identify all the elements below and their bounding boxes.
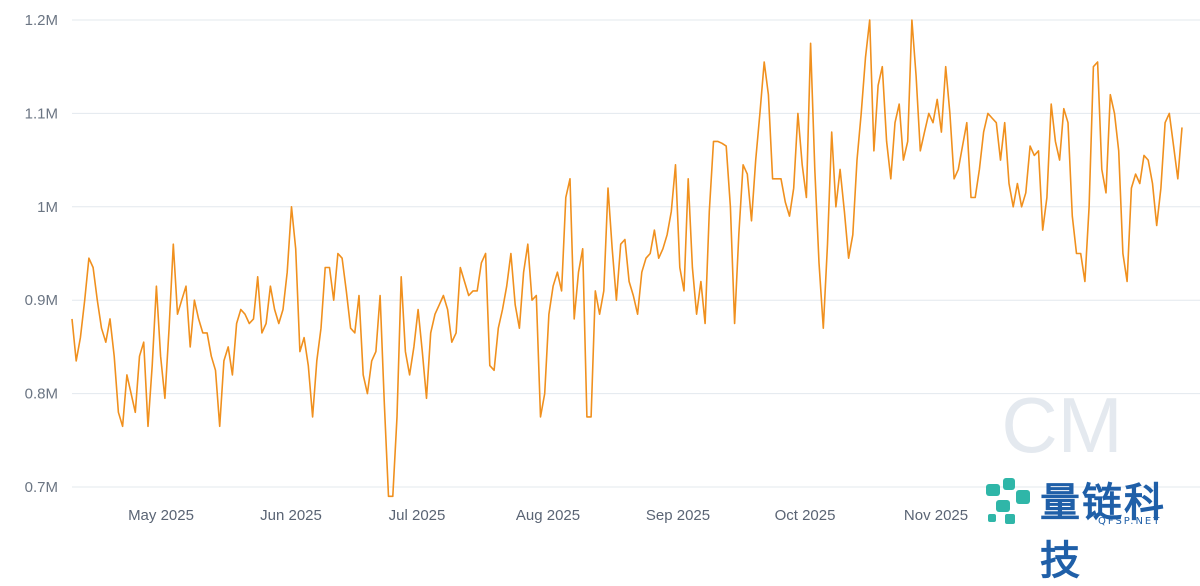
y-tick-label: 1.2M <box>25 12 58 29</box>
x-tick-label: Aug 2025 <box>516 507 580 524</box>
brand-logo-icon <box>986 478 1030 524</box>
y-tick-label: 1.1M <box>25 105 58 122</box>
brand-name-cn: 量链科技 <box>1040 480 1166 584</box>
y-tick-label: 0.8M <box>25 386 58 403</box>
y-tick-label: 1M <box>37 199 58 216</box>
x-tick-label: Sep 2025 <box>646 507 710 524</box>
x-tick-label: Jul 2025 <box>389 507 446 524</box>
chart: 0.7M 0.8M 0.9M 1M 1.1M 1.2M May 2025 Jun 2025 J… <box>25 12 1200 524</box>
brand-url: QFSP.NET <box>1098 516 1162 527</box>
y-tick-label: 0.7M <box>25 479 58 496</box>
x-tick-label: Jun 2025 <box>260 507 322 524</box>
y-tick-label: 0.9M <box>25 292 58 309</box>
x-tick-label: Oct 2025 <box>775 507 836 524</box>
y-axis: 0.7M 0.8M 0.9M 1M 1.1M 1.2M <box>25 12 58 496</box>
x-tick-label: Nov 2025 <box>904 507 968 524</box>
x-tick-label: May 2025 <box>128 507 194 524</box>
cm-watermark-logo: CM <box>1001 381 1122 469</box>
x-axis: May 2025 Jun 2025 Jul 2025 Aug 2025 Sep 2025… <box>128 507 968 524</box>
cm-watermark-text: CM <box>1001 381 1122 469</box>
series-line <box>71 19 1183 498</box>
